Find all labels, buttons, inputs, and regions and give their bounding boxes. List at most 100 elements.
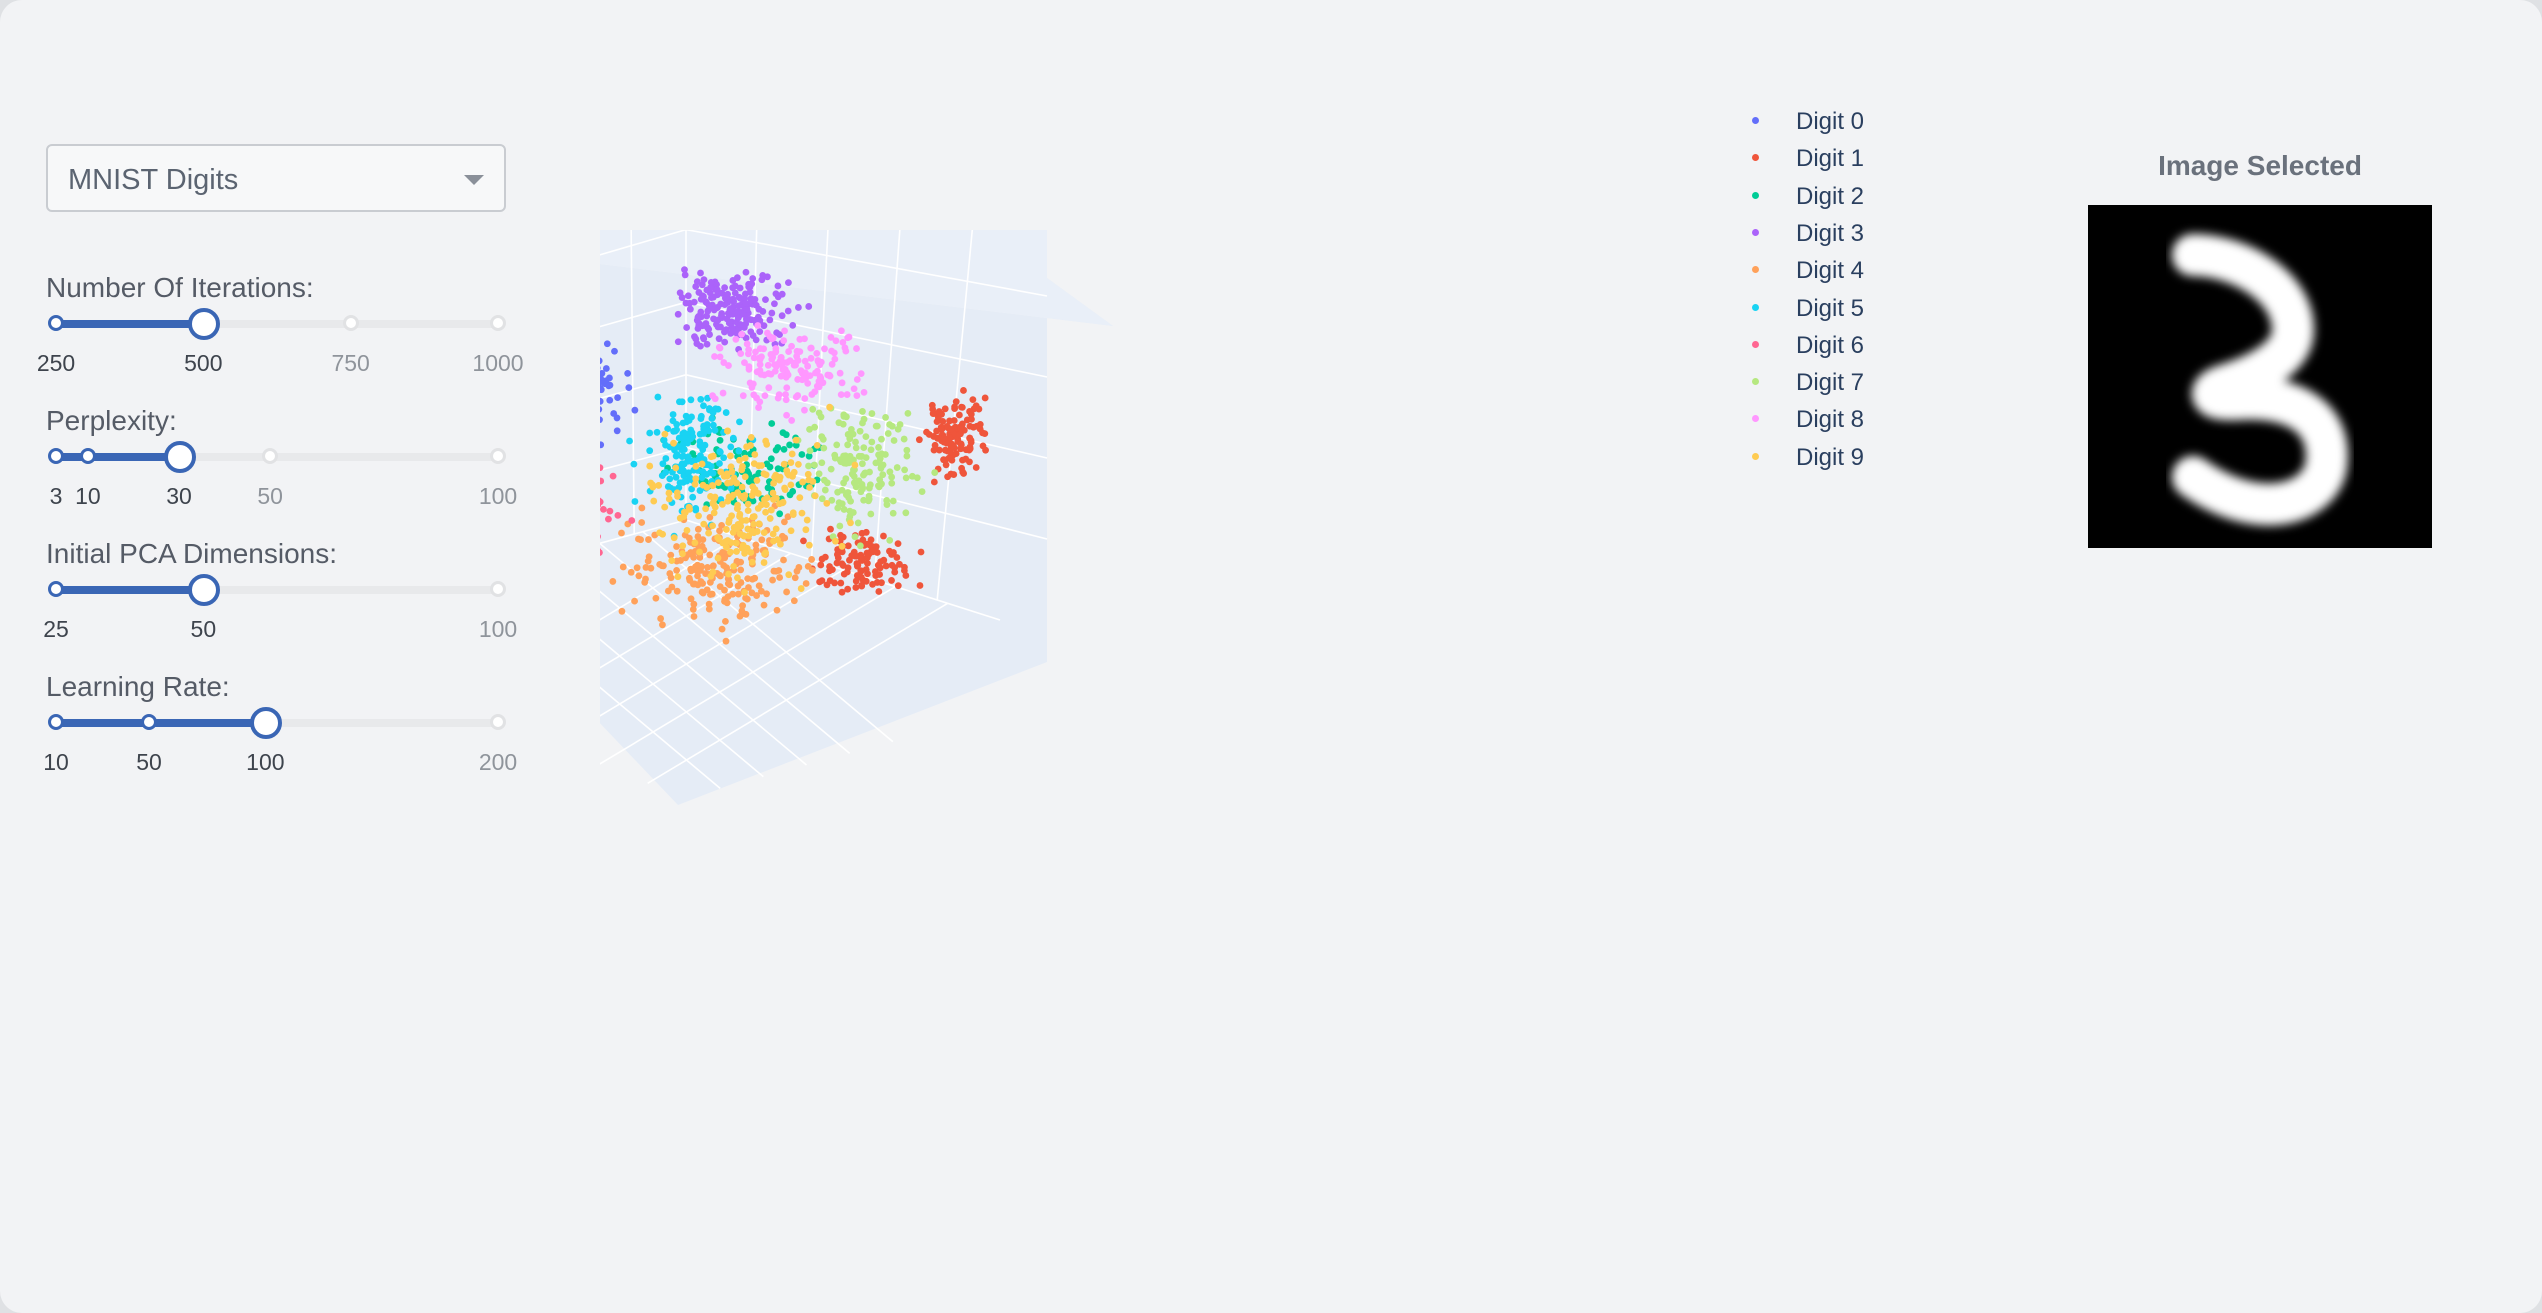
scatter-point-digit-1[interactable] xyxy=(966,443,974,451)
scatter-point-digit-9[interactable] xyxy=(748,558,756,566)
scatter-point-digit-4[interactable] xyxy=(734,582,742,590)
scatter-point-digit-5[interactable] xyxy=(688,413,695,421)
scatter-point-digit-8[interactable] xyxy=(774,394,782,402)
scatter-point-digit-3[interactable] xyxy=(772,290,780,298)
scatter-point-digit-9[interactable] xyxy=(685,503,693,511)
scatter-point-digit-5[interactable] xyxy=(704,394,711,402)
scatter-point-digit-9[interactable] xyxy=(727,452,734,460)
scatter-point-digit-1[interactable] xyxy=(833,551,841,558)
tsne-3d-scatter-plot[interactable] xyxy=(600,230,1720,1313)
scatter-point-digit-3[interactable] xyxy=(756,328,764,335)
scatter-point-digit-3[interactable] xyxy=(695,322,703,329)
scatter-point-digit-7[interactable] xyxy=(918,488,926,495)
scatter-point-digit-7[interactable] xyxy=(900,435,908,443)
scatter-point-digit-8[interactable] xyxy=(811,388,819,396)
slider-mark-dot[interactable] xyxy=(48,581,64,597)
scatter-point-digit-8[interactable] xyxy=(719,389,727,397)
scatter-point-digit-5[interactable] xyxy=(672,452,680,460)
scatter-point-digit-8[interactable] xyxy=(782,391,789,398)
scatter-point-digit-3[interactable] xyxy=(674,310,682,318)
scatter-point-digit-1[interactable] xyxy=(944,473,952,481)
scatter-point-digit-1[interactable] xyxy=(966,408,973,415)
scatter-point-digit-4[interactable] xyxy=(631,597,638,605)
scatter-point-digit-8[interactable] xyxy=(807,354,815,362)
scatter-point-digit-3[interactable] xyxy=(710,306,718,314)
scatter-point-digit-1[interactable] xyxy=(859,536,867,544)
scatter-point-digit-7[interactable] xyxy=(902,509,910,517)
scatter-point-digit-9[interactable] xyxy=(724,497,732,505)
scatter-point-digit-7[interactable] xyxy=(859,419,866,427)
slider-handle[interactable] xyxy=(188,308,221,340)
scatter-point-digit-9[interactable] xyxy=(749,483,757,491)
scatter-point-digit-5[interactable] xyxy=(646,429,654,437)
scatter-point-digit-5[interactable] xyxy=(685,469,692,477)
scatter-point-digit-4[interactable] xyxy=(716,527,723,535)
scatter-point-digit-8[interactable] xyxy=(777,354,785,361)
scatter-point-digit-9[interactable] xyxy=(711,495,718,502)
scatter-point-digit-9[interactable] xyxy=(761,496,768,504)
scatter-point-digit-9[interactable] xyxy=(681,509,689,516)
scatter-point-digit-4[interactable] xyxy=(618,607,626,615)
scatter-point-digit-1[interactable] xyxy=(937,426,945,434)
scatter-point-digit-0[interactable] xyxy=(625,384,633,392)
scatter-point-digit-5[interactable] xyxy=(709,409,717,416)
scatter-point-digit-8[interactable] xyxy=(772,345,780,352)
scatter-point-digit-0[interactable] xyxy=(600,397,602,404)
scatter-point-digit-7[interactable] xyxy=(886,536,894,544)
slider-mark-label[interactable]: 100 xyxy=(478,483,518,509)
scatter-point-digit-9[interactable] xyxy=(785,571,793,579)
scatter-point-digit-1[interactable] xyxy=(891,568,899,576)
scatter-point-digit-8[interactable] xyxy=(794,376,802,383)
scatter-point-digit-8[interactable] xyxy=(782,396,790,404)
scatter-point-digit-1[interactable] xyxy=(982,446,989,454)
scatter-point-digit-8[interactable] xyxy=(853,345,860,352)
scatter-point-digit-8[interactable] xyxy=(754,322,762,329)
scatter-point-digit-3[interactable] xyxy=(739,310,747,318)
scatter-point-digit-8[interactable] xyxy=(828,360,836,368)
scatter-point-digit-8[interactable] xyxy=(783,411,790,419)
dataset-dropdown[interactable]: MNIST Digits xyxy=(46,144,506,212)
scatter-point-digit-3[interactable] xyxy=(704,307,712,315)
scatter-point-digit-1[interactable] xyxy=(950,471,958,478)
scatter-point-digit-9[interactable] xyxy=(725,570,732,578)
scatter-point-digit-4[interactable] xyxy=(718,522,726,529)
scatter-point-digit-2[interactable] xyxy=(798,451,806,458)
scatter-point-digit-4[interactable] xyxy=(737,558,745,566)
scatter-point-digit-8[interactable] xyxy=(756,356,764,364)
scatter-point-digit-3[interactable] xyxy=(752,336,760,344)
scatter-point-digit-9[interactable] xyxy=(736,513,743,520)
scatter-point-digit-9[interactable] xyxy=(691,539,699,547)
scatter-point-digit-5[interactable] xyxy=(654,393,662,401)
scatter-point-digit-9[interactable] xyxy=(656,529,664,537)
scatter-point-digit-5[interactable] xyxy=(709,421,717,429)
scatter-point-digit-7[interactable] xyxy=(902,474,910,482)
scatter-point-digit-4[interactable] xyxy=(645,536,652,543)
scatter-point-digit-7[interactable] xyxy=(856,542,864,550)
scatter-point-digit-5[interactable] xyxy=(662,455,670,462)
scatter-point-digit-8[interactable] xyxy=(857,370,865,378)
scatter-point-digit-1[interactable] xyxy=(827,525,834,533)
scatter-point-digit-3[interactable] xyxy=(697,308,705,316)
scatter-point-digit-8[interactable] xyxy=(807,344,815,352)
scatter-point-digit-4[interactable] xyxy=(737,566,745,574)
scatter-point-digit-4[interactable] xyxy=(757,587,765,595)
scatter-point-digit-2[interactable] xyxy=(776,510,784,518)
scatter-point-digit-7[interactable] xyxy=(867,446,875,454)
scatter-point-digit-2[interactable] xyxy=(786,441,794,449)
scatter-point-digit-3[interactable] xyxy=(683,324,691,331)
scatter-point-digit-9[interactable] xyxy=(762,471,770,479)
scatter-point-digit-2[interactable] xyxy=(768,420,776,427)
scatter-point-digit-4[interactable] xyxy=(791,574,799,582)
scatter-point-digit-5[interactable] xyxy=(686,435,694,443)
scatter-point-digit-9[interactable] xyxy=(739,541,747,549)
scatter-point-digit-3[interactable] xyxy=(745,283,753,291)
scatter-point-digit-9[interactable] xyxy=(803,516,811,524)
scatter-point-digit-7[interactable] xyxy=(811,461,818,469)
scatter-point-digit-9[interactable] xyxy=(798,509,806,517)
scatter-point-digit-9[interactable] xyxy=(709,522,716,530)
scatter-point-digit-5[interactable] xyxy=(700,402,707,410)
scatter-point-digit-7[interactable] xyxy=(865,484,873,492)
scatter-point-digit-9[interactable] xyxy=(734,574,741,582)
scatter-point-digit-8[interactable] xyxy=(756,367,764,374)
scatter-point-digit-6[interactable] xyxy=(600,547,602,554)
